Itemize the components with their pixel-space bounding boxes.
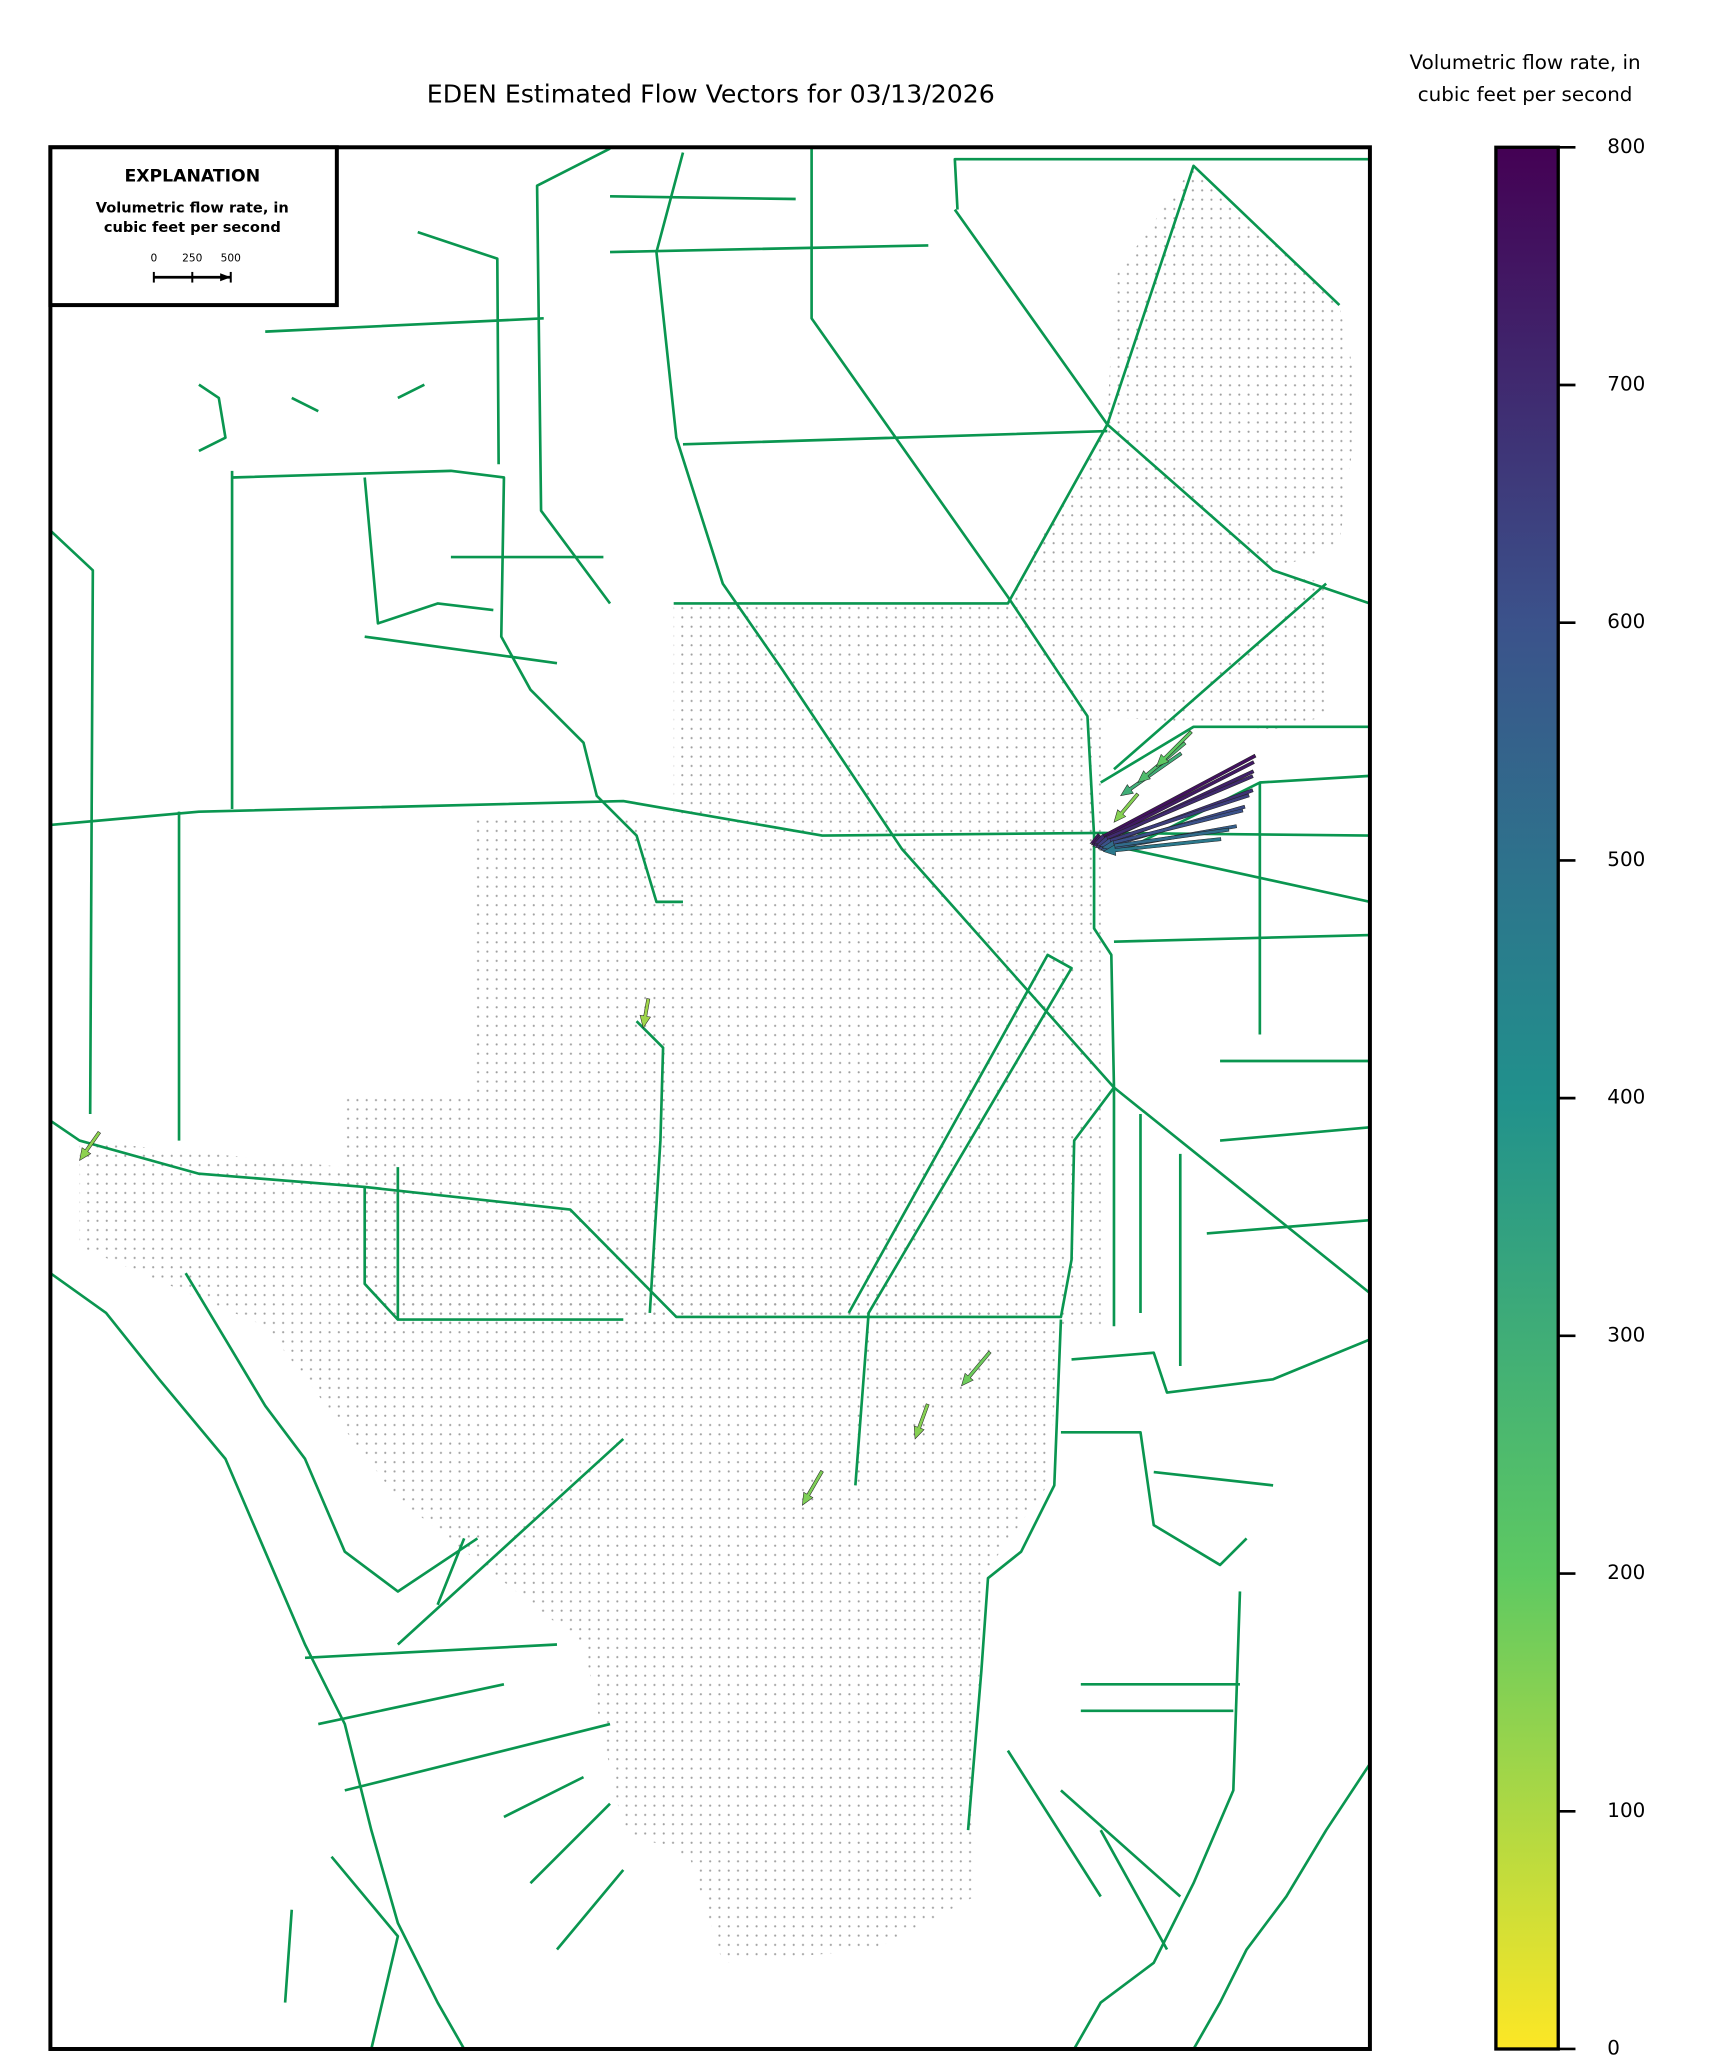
flow-vector — [913, 1403, 930, 1440]
explanation-box: EXPLANATION Volumetric flow rate, in cub… — [48, 145, 339, 308]
low-flow-field — [79, 165, 1360, 1963]
colorbar-tick-label: 100 — [1607, 1799, 1645, 1822]
colorbar-tick-label: 300 — [1607, 1323, 1645, 1346]
colorbar-label: cubic feet per second — [1418, 83, 1633, 106]
colorbar-tick-label: 800 — [1607, 135, 1645, 158]
scale-tick-label: 250 — [182, 253, 202, 265]
explanation-heading: EXPLANATION — [124, 166, 260, 186]
flow-vector — [1155, 730, 1193, 768]
map-area — [50, 147, 1370, 2049]
canals — [50, 147, 1370, 2049]
flow-vector — [1113, 792, 1140, 823]
flow-vector — [79, 1130, 102, 1161]
map-frame — [48, 145, 1372, 2051]
colorbar-ticks: 0 100 200 300 400 500 600 700 800 — [1558, 135, 1645, 2059]
colorbar: Volumetric flow rate, in cubic feet per … — [1410, 51, 1646, 2059]
colorbar-tick-label: 0 — [1607, 2036, 1620, 2059]
scale-arrowhead — [220, 273, 231, 282]
colorbar-ramp — [1494, 145, 1560, 2051]
colorbar-tick-label: 600 — [1607, 610, 1645, 633]
flow-vectors — [79, 730, 1257, 1506]
colorbar-tick-label: 700 — [1607, 372, 1645, 395]
flow-vector — [801, 1469, 824, 1506]
colorbar-tick-label: 500 — [1607, 848, 1645, 871]
scale-tick-label: 500 — [221, 253, 241, 265]
flow-vector — [639, 998, 651, 1029]
explanation-frame — [48, 145, 339, 308]
flow-vector — [1102, 837, 1222, 856]
colorbar-label: Volumetric flow rate, in — [1410, 51, 1641, 74]
scale-arrow: 0 250 500 — [150, 253, 241, 283]
colorbar-tick-label: 200 — [1607, 1561, 1645, 1584]
colorbar-tick-label: 400 — [1607, 1086, 1645, 1109]
scale-tick-label: 0 — [150, 253, 157, 265]
map-title: EDEN Estimated Flow Vectors for 03/13/20… — [427, 80, 995, 109]
flow-vector — [961, 1350, 992, 1387]
explanation-label: cubic feet per second — [104, 219, 281, 236]
explanation-label: Volumetric flow rate, in — [96, 199, 289, 216]
flow-vector — [1120, 751, 1183, 797]
